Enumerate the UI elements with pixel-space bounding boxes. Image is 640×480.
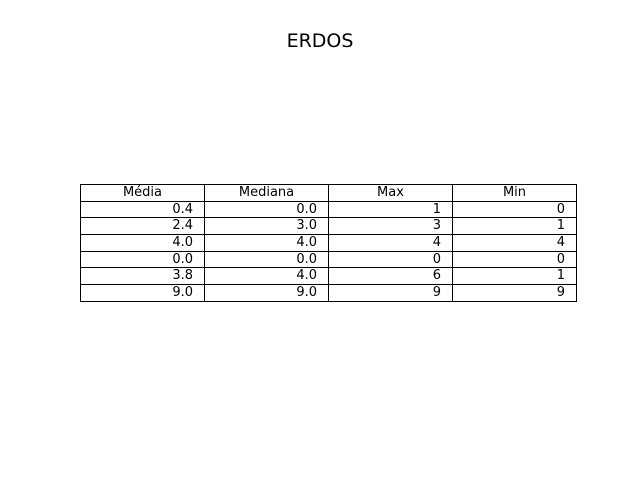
table-cell: 1: [452, 217, 577, 236]
table-cell: 1: [328, 200, 453, 219]
table-cell: 9: [452, 284, 577, 302]
table-cell: 0.0: [80, 250, 205, 269]
table-cell: 4.0: [204, 267, 329, 286]
table-cell: 0: [328, 250, 453, 269]
table-cell: 4: [328, 234, 453, 252]
table-cell: 0: [452, 200, 577, 219]
table-cell: 3.0: [204, 217, 329, 236]
table-cell: 9.0: [204, 284, 329, 302]
header-row: Média Mediana Max Min: [80, 184, 577, 202]
table-cell: 6: [328, 267, 453, 286]
table-row: 3.8 4.0 6 1: [80, 267, 577, 286]
table-cell: 0.4: [80, 200, 205, 219]
table-row: 0.0 0.0 0 0: [80, 250, 577, 269]
column-header: Mediana: [204, 184, 329, 202]
table-cell: 1: [452, 267, 577, 286]
table-cell: 0.0: [204, 250, 329, 269]
table-cell: 3.8: [80, 267, 205, 286]
table-row: 2.4 3.0 3 1: [80, 217, 577, 236]
table-row: 4.0 4.0 4 4: [80, 234, 577, 252]
table-row: 0.4 0.0 1 0: [80, 200, 577, 219]
table-cell: 3: [328, 217, 453, 236]
table-row: 9.0 9.0 9 9: [80, 284, 577, 302]
data-table: Média Mediana Max Min 0.4 0.0 1 0 2.4 3.0 3 1 4.0 4.…: [80, 184, 577, 302]
table-cell: 0: [452, 250, 577, 269]
table-cell: 4.0: [80, 234, 205, 252]
chart-title: ERDOS: [286, 30, 354, 52]
table-cell: 0.0: [204, 200, 329, 219]
table-cell: 2.4: [80, 217, 205, 236]
column-header: Min: [452, 184, 577, 202]
table-cell: 9.0: [80, 284, 205, 302]
table-header: Média Mediana Max Min: [80, 184, 577, 202]
table-cell: 4: [452, 234, 577, 252]
table-body: 0.4 0.0 1 0 2.4 3.0 3 1 4.0 4.0 4 4 0.0 0.0 0 0 3.8 4.0 6 1…: [80, 200, 577, 302]
column-header: Max: [328, 184, 453, 202]
table-cell: 9: [328, 284, 453, 302]
column-header: Média: [80, 184, 205, 202]
table-cell: 4.0: [204, 234, 329, 252]
